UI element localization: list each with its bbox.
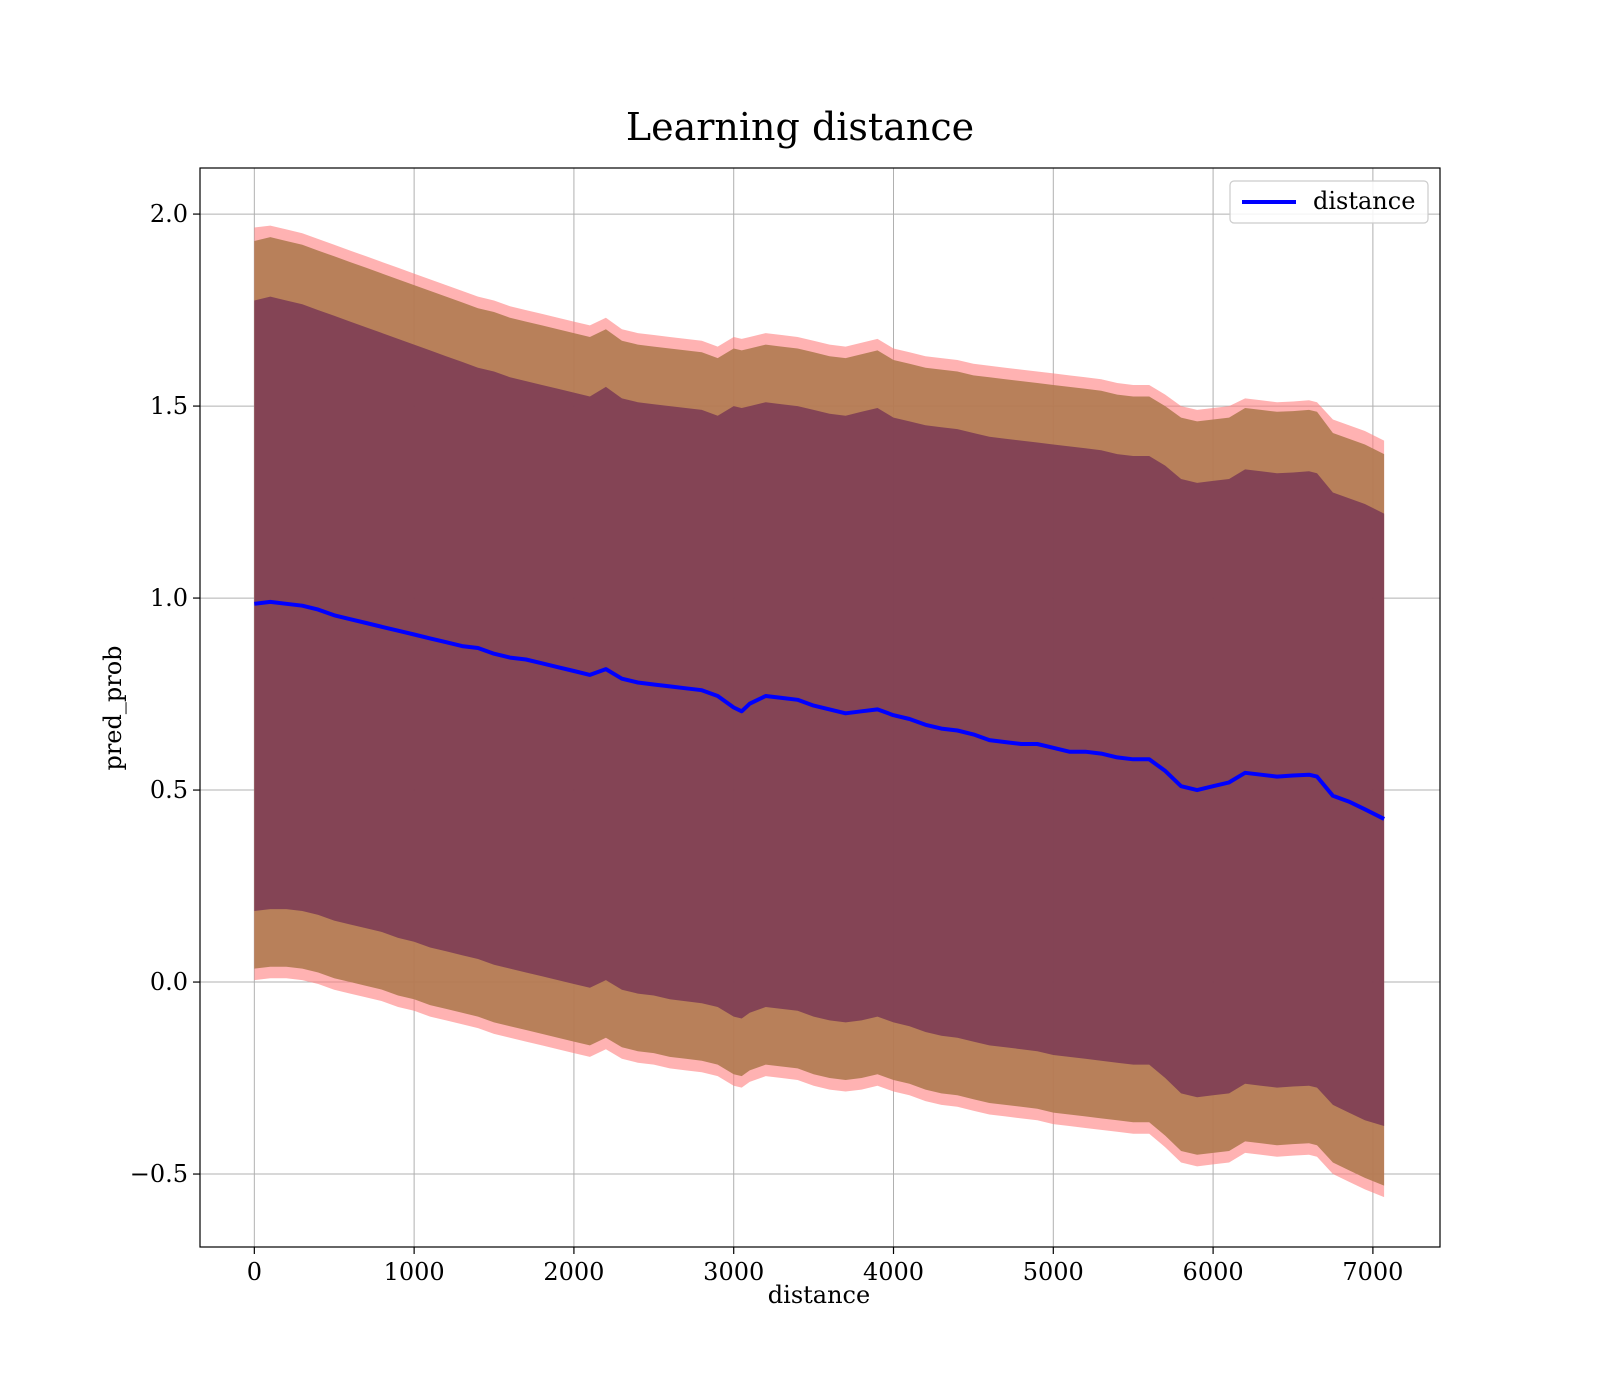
series-line-distance [254,599,1385,821]
x-tick-label: 3000 [703,1258,764,1286]
x-tick-label: 4000 [863,1258,924,1286]
x-tick-label: 5000 [1023,1258,1084,1286]
y-tick-label: 2.0 [150,200,188,228]
y-axis-ticks: −0.5 0.0 0.5 1.0 1.5 2.0 [130,200,200,1188]
plot-frame [199,167,1441,1248]
y-axis-label: pred_prob [99,645,127,770]
legend-box [1229,180,1429,224]
series-lines [254,599,1385,821]
y-tick-label: 0.5 [150,776,188,804]
x-tick-label: 2000 [543,1258,604,1286]
x-axis-ticks: 0 1000 2000 3000 4000 5000 6000 7000 [247,1247,1403,1286]
y-tick-label: 1.5 [150,392,188,420]
chart-title: Learning distance [626,105,974,149]
confidence-bands [254,225,1385,1198]
x-tick-label: 7000 [1342,1258,1403,1286]
plot-area [199,167,1441,1248]
legend: distance [1229,180,1429,224]
y-tick-label: 0.0 [150,968,188,996]
x-tick-label: 0 [247,1258,262,1286]
band-inner [254,296,1385,1127]
legend-label-distance: distance [1313,187,1415,215]
x-axis-label: distance [768,1281,870,1309]
y-tick-label: 1.0 [150,584,188,612]
y-tick-label: −0.5 [130,1160,188,1188]
x-tick-label: 6000 [1183,1258,1244,1286]
x-tick-label: 1000 [384,1258,445,1286]
